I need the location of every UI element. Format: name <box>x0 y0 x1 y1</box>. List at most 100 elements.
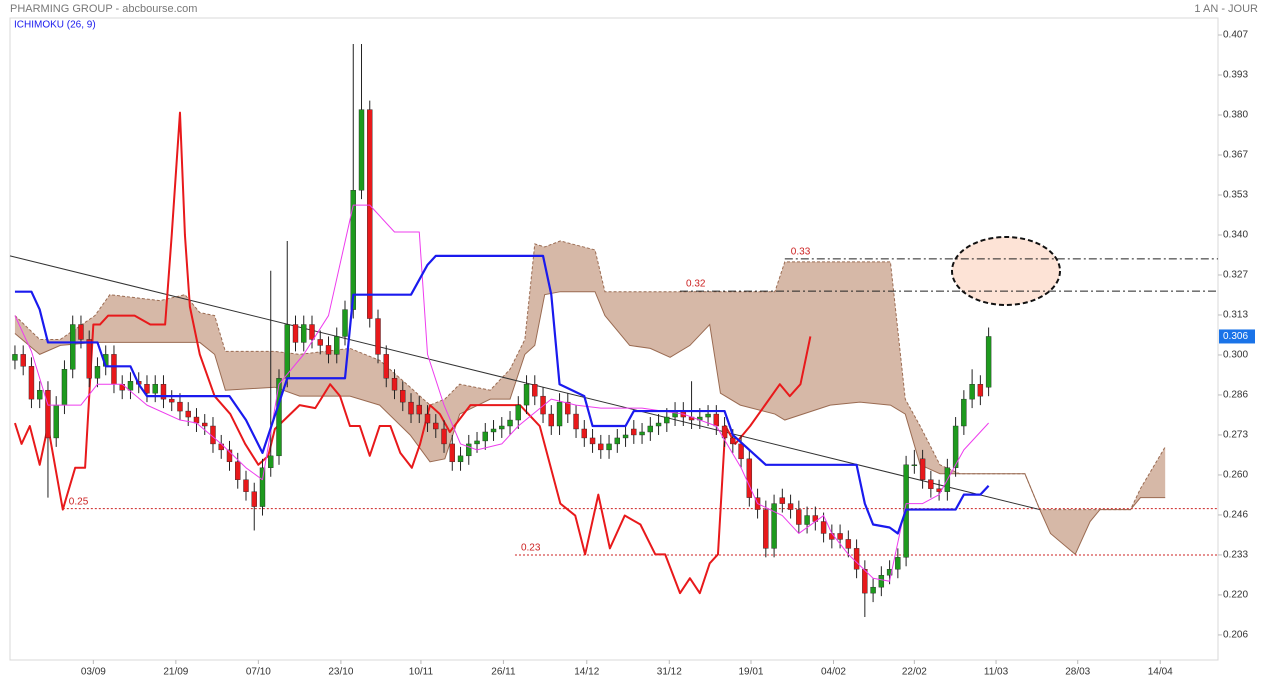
candle-body <box>284 324 290 379</box>
x-tick-label: 28/03 <box>1065 667 1090 678</box>
candle-body <box>383 354 389 379</box>
candle-body <box>375 318 381 355</box>
candle-body <box>779 497 786 504</box>
candle-body <box>895 557 901 570</box>
x-tick-label: 03/09 <box>81 667 106 678</box>
candle-body <box>919 458 926 480</box>
candle-body <box>45 389 51 439</box>
candle-body <box>598 443 604 451</box>
candle-body <box>78 324 84 340</box>
y-tick-label: 0.260 <box>1223 470 1248 481</box>
candle-body <box>400 389 406 403</box>
candle-body <box>276 378 282 457</box>
candle-body <box>655 422 662 427</box>
candle-body <box>952 425 959 468</box>
candle-body <box>218 443 224 451</box>
candle-body <box>86 339 92 379</box>
indicator-line <box>14 204 989 582</box>
x-tick-label: 14/04 <box>1148 667 1173 678</box>
candle-body <box>334 336 340 355</box>
period-label: 1 AN - JOUR <box>1194 3 1258 15</box>
candle-body <box>515 404 521 421</box>
candle-body <box>985 336 992 388</box>
candle-body <box>804 515 810 525</box>
candle-body <box>12 354 18 361</box>
candle-body <box>433 422 439 430</box>
x-tick-label: 19/01 <box>738 667 763 678</box>
candle-body <box>862 569 868 594</box>
last-price-label: 0.306 <box>1223 331 1248 342</box>
candle-body <box>350 190 356 310</box>
candle-body <box>870 586 876 594</box>
y-tick-label: 0.340 <box>1223 230 1248 241</box>
candle-body <box>614 437 621 445</box>
candle-body <box>317 339 323 346</box>
x-tick-label: 21/09 <box>163 667 188 678</box>
indicator-label: ICHIMOKU (26, 9) <box>14 20 96 31</box>
candle-body <box>94 366 101 379</box>
candle-body <box>441 428 447 445</box>
candle-body <box>631 428 637 436</box>
candle-body <box>482 431 488 442</box>
x-tick-label: 11/03 <box>984 667 1009 678</box>
x-tick-label: 31/12 <box>657 667 682 678</box>
candle-body <box>763 509 769 549</box>
y-tick-label: 0.220 <box>1223 590 1248 601</box>
level-label: 0.25 <box>69 496 89 507</box>
y-tick-label: 0.233 <box>1223 550 1248 561</box>
x-tick-label: 04/02 <box>821 667 846 678</box>
x-tick-label: 22/02 <box>902 667 927 678</box>
candle-body <box>160 384 167 400</box>
y-tick-label: 0.246 <box>1223 510 1248 521</box>
indicator-line <box>9 255 1040 511</box>
candle-body <box>853 548 860 570</box>
candle-body <box>639 431 645 436</box>
candle-body <box>111 354 117 385</box>
candle-body <box>292 324 299 343</box>
candle-body <box>845 539 852 549</box>
candle-body <box>37 389 43 400</box>
y-tick-label: 0.367 <box>1223 150 1248 161</box>
candle-body <box>243 479 249 492</box>
last-price-tag <box>1219 329 1255 344</box>
candle-body <box>449 443 455 463</box>
candle-body <box>202 422 208 427</box>
candle-body <box>548 413 554 427</box>
candle-body <box>309 324 315 340</box>
highlight-ellipse <box>951 236 1061 306</box>
candle-body <box>523 384 530 406</box>
candle-body <box>342 309 348 337</box>
candle-body <box>820 521 827 534</box>
indicator-line <box>14 254 990 535</box>
y-tick-label: 0.206 <box>1223 630 1248 641</box>
candle-body <box>301 324 307 343</box>
candle-body <box>391 378 398 391</box>
y-tick-label: 0.380 <box>1223 110 1248 121</box>
x-tick-label: 23/10 <box>328 667 353 678</box>
x-tick-label: 10/11 <box>409 667 434 678</box>
candle-body <box>28 366 35 400</box>
candle-body <box>193 416 200 424</box>
chart-title: PHARMING GROUP - abcbourse.com <box>10 3 197 15</box>
candle-body <box>928 479 934 489</box>
candle-body <box>886 569 893 576</box>
candle-body <box>20 354 26 367</box>
candle-body <box>367 109 373 319</box>
candle-body <box>771 503 777 549</box>
candle-body <box>226 449 233 463</box>
candle-body <box>499 425 505 430</box>
candle-body <box>787 503 794 510</box>
candle-body <box>259 467 266 507</box>
y-tick-label: 0.353 <box>1223 190 1248 201</box>
y-tick-label: 0.393 <box>1223 70 1248 81</box>
candle-body <box>61 369 68 406</box>
candle-body <box>235 461 241 480</box>
candle-body <box>408 401 414 415</box>
level-label: 0.33 <box>791 247 811 258</box>
candle-body <box>358 109 365 191</box>
candle-body <box>53 404 59 439</box>
y-tick-label: 0.407 <box>1223 30 1248 41</box>
x-tick-label: 07/10 <box>246 667 271 678</box>
candle-body <box>507 419 513 427</box>
